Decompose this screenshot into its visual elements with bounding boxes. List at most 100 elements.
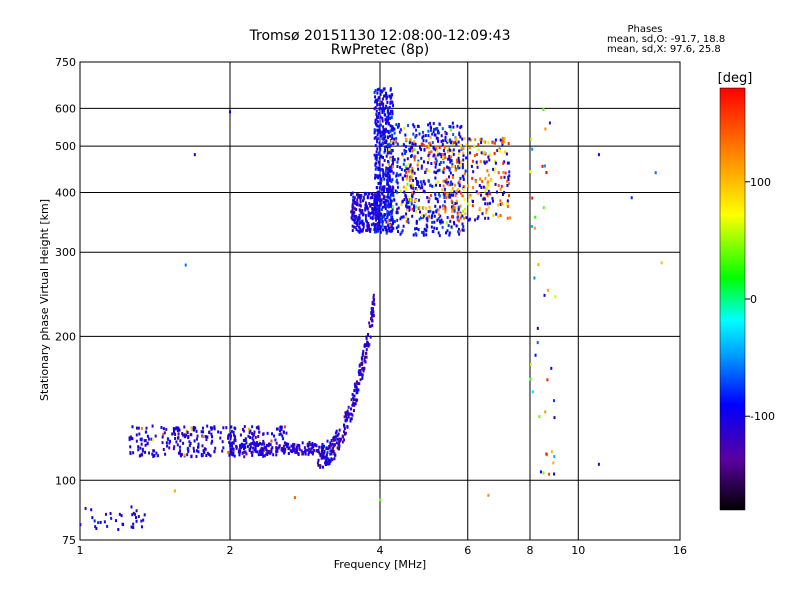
data-point	[409, 184, 412, 188]
data-point	[390, 157, 393, 161]
data-point	[346, 412, 349, 416]
data-point	[442, 152, 445, 156]
data-point	[221, 449, 224, 453]
data-point	[179, 454, 182, 458]
data-point	[422, 233, 425, 237]
data-point	[390, 193, 393, 197]
data-point	[457, 165, 460, 169]
data-point	[451, 121, 454, 125]
data-point	[457, 159, 460, 163]
data-point	[387, 117, 390, 121]
data-point	[435, 145, 438, 149]
data-point	[379, 123, 382, 127]
data-point	[333, 457, 336, 461]
data-point	[448, 195, 451, 199]
y-tick-label: 400	[55, 186, 76, 199]
data-point	[378, 103, 381, 107]
data-point	[493, 151, 496, 155]
data-point	[79, 523, 82, 527]
data-point	[480, 140, 483, 144]
data-point	[232, 441, 235, 445]
data-point	[379, 115, 382, 119]
data-point	[392, 193, 395, 197]
data-point	[301, 452, 304, 456]
data-point	[423, 147, 426, 151]
data-point	[390, 100, 393, 104]
data-point	[169, 439, 172, 443]
data-point	[380, 208, 383, 212]
data-point	[500, 184, 503, 188]
data-point	[387, 136, 390, 140]
data-point	[365, 348, 368, 352]
data-point	[405, 203, 408, 207]
data-point	[530, 362, 533, 366]
data-point	[383, 141, 386, 145]
data-point	[420, 148, 423, 152]
data-point	[261, 452, 264, 456]
data-point	[364, 201, 367, 205]
data-point	[459, 125, 462, 129]
data-point	[427, 129, 430, 133]
data-point	[458, 183, 461, 187]
data-point	[369, 212, 372, 216]
data-point	[404, 133, 407, 137]
data-point	[460, 159, 463, 163]
data-point	[193, 449, 196, 453]
data-point	[426, 145, 429, 149]
data-point	[270, 439, 273, 443]
data-point	[450, 205, 453, 209]
data-point	[407, 169, 410, 173]
data-point	[381, 116, 384, 120]
data-point	[358, 194, 361, 198]
data-point	[317, 463, 320, 467]
data-point	[374, 176, 377, 180]
data-point	[444, 231, 447, 235]
data-point	[350, 417, 353, 421]
data-point	[451, 186, 454, 190]
data-point	[436, 149, 439, 153]
data-point	[385, 154, 388, 158]
data-point	[377, 190, 380, 194]
data-point	[432, 146, 435, 150]
data-point	[381, 168, 384, 172]
data-point	[147, 437, 150, 441]
data-point	[446, 165, 449, 169]
data-point	[451, 149, 454, 153]
data-point	[231, 441, 234, 445]
data-point	[379, 226, 382, 230]
data-point	[434, 147, 437, 151]
data-point	[187, 448, 190, 452]
data-point	[416, 182, 419, 186]
data-point	[359, 229, 362, 233]
data-point	[343, 423, 346, 427]
data-point	[404, 145, 407, 149]
data-point	[260, 442, 263, 446]
data-point	[408, 207, 411, 211]
data-point	[479, 160, 482, 164]
data-point	[400, 202, 403, 206]
y-tick-label: 300	[55, 246, 76, 259]
data-point	[506, 204, 509, 208]
data-point	[381, 220, 384, 224]
data-point	[214, 446, 217, 450]
data-point	[375, 213, 378, 217]
data-point	[381, 130, 384, 134]
data-point	[420, 164, 423, 168]
data-point	[477, 148, 480, 152]
data-point	[472, 186, 475, 190]
data-point	[346, 425, 349, 429]
data-point	[410, 169, 413, 173]
data-point	[206, 435, 209, 439]
data-point	[442, 205, 445, 209]
data-point	[384, 228, 387, 232]
data-point	[327, 460, 330, 464]
data-point	[392, 221, 395, 225]
data-point	[388, 218, 391, 222]
data-point	[222, 446, 225, 450]
data-point	[241, 427, 244, 431]
data-point	[413, 158, 416, 162]
data-point	[270, 447, 273, 451]
data-point	[456, 224, 459, 228]
data-point	[331, 449, 334, 453]
